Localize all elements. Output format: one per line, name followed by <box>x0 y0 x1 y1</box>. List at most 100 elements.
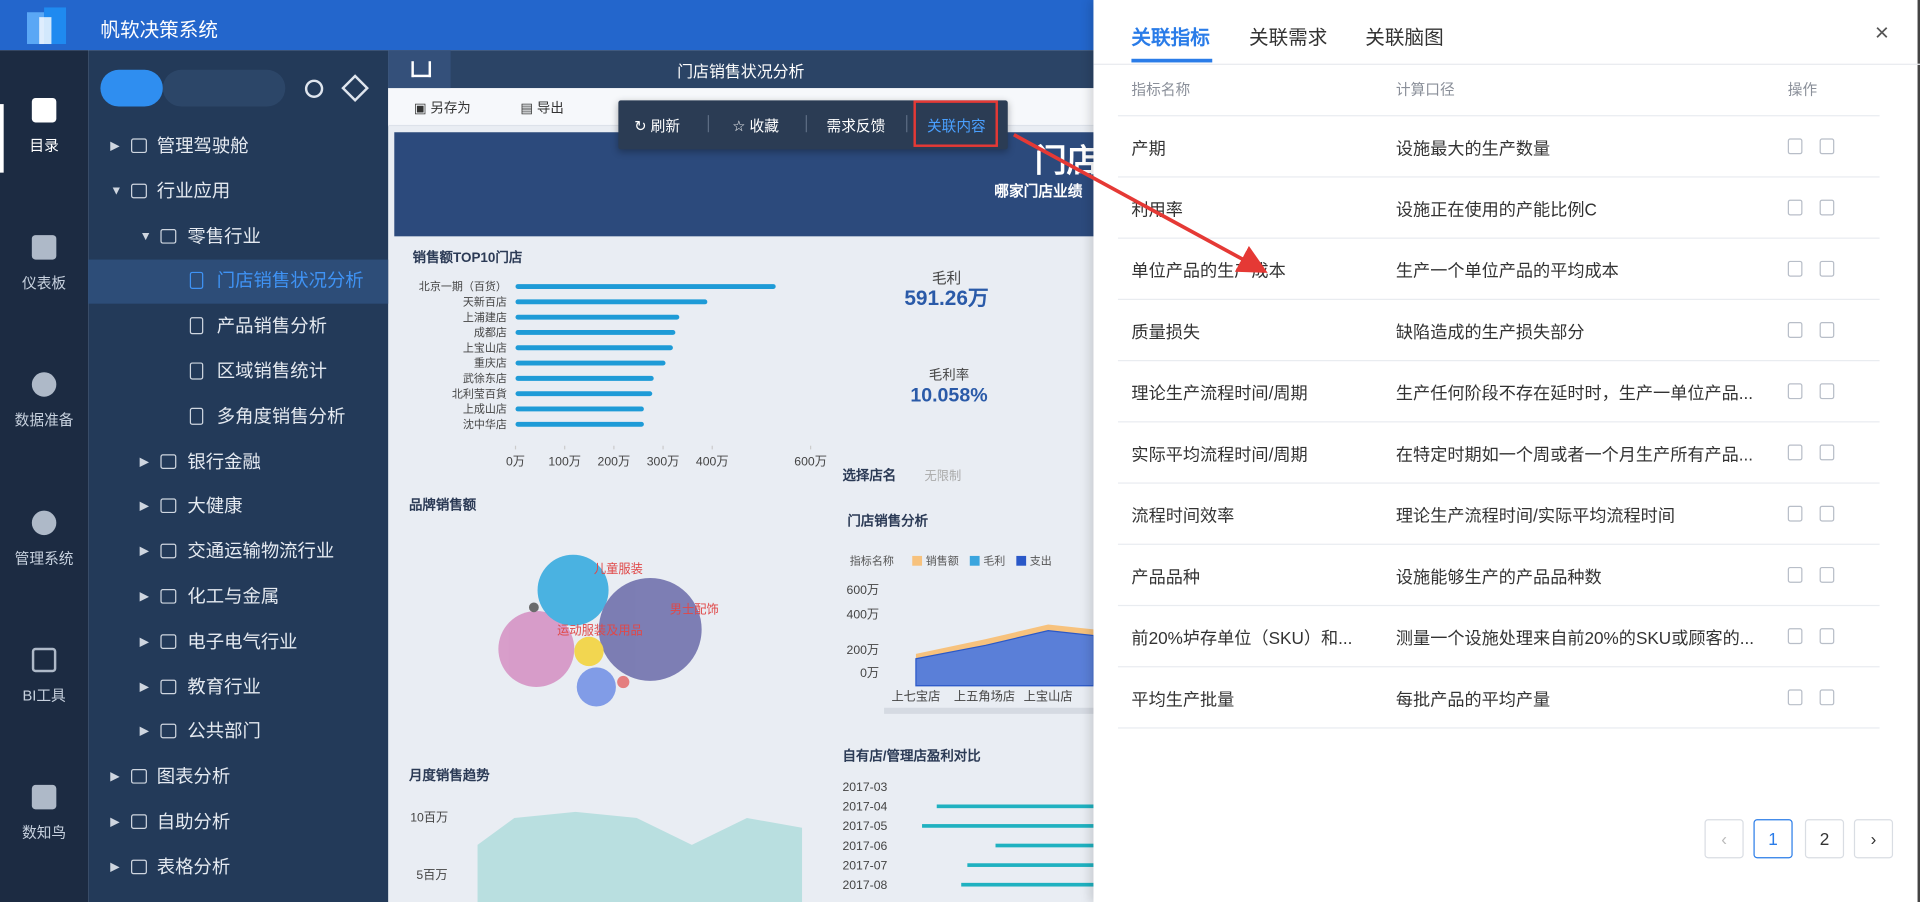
edit-icon[interactable] <box>1787 628 1803 645</box>
row-divider <box>1117 727 1880 729</box>
x-tick-label: 上七宝店 <box>891 689 940 703</box>
tree-item[interactable]: ▶ 化工与金属 <box>88 576 388 620</box>
view-toggle[interactable] <box>100 69 163 107</box>
delete-icon[interactable] <box>1819 322 1835 338</box>
tree-label: 化工与金属 <box>187 586 280 608</box>
tree-item[interactable]: ▶ 自助分析 <box>88 801 388 845</box>
filter-label: 选择店名 <box>842 467 896 483</box>
cell-formula: 每批产品的平均产量 <box>1395 689 1551 709</box>
nav-item[interactable]: 仪表板 <box>0 235 88 293</box>
row-divider <box>1117 666 1880 668</box>
kpi-value: 591.26万 <box>904 287 988 310</box>
delete-icon[interactable] <box>1819 383 1835 400</box>
tree-item[interactable]: ▶ 银行金融 <box>88 440 388 484</box>
edit-icon[interactable] <box>1787 444 1803 461</box>
page-button[interactable]: 1 <box>1753 819 1793 859</box>
tree-item[interactable]: ▶ 电子电气行业 <box>88 621 388 665</box>
edit-icon[interactable] <box>1787 566 1803 583</box>
edit-icon[interactable] <box>1787 199 1803 216</box>
folder-icon <box>160 588 177 604</box>
scrollbar[interactable] <box>884 707 1094 714</box>
highlight-box <box>913 100 998 147</box>
row-divider <box>1117 543 1880 545</box>
tree-item[interactable]: ▼ 零售行业 <box>88 215 388 259</box>
cell-formula: 缺陷造成的生产损失部分 <box>1395 322 1585 342</box>
report-icon <box>189 407 204 425</box>
tree-label: 多角度销售分析 <box>216 406 346 428</box>
prev-page[interactable]: ‹ <box>1704 819 1744 859</box>
tree-item[interactable]: 门店销售状况分析 <box>88 260 389 305</box>
delete-icon[interactable] <box>1819 138 1835 155</box>
popup-label: 刷新 <box>650 117 681 135</box>
filter-value[interactable]: 无限制 <box>924 469 961 483</box>
edit-icon[interactable] <box>1787 383 1803 400</box>
y-tick-label: 5百万 <box>416 868 447 882</box>
delete-icon[interactable] <box>1819 505 1835 522</box>
legend-label: 销售额 <box>926 553 959 567</box>
edit-icon[interactable] <box>1787 322 1803 338</box>
nav-item[interactable]: BI工具 <box>0 647 88 706</box>
legend-swatch <box>912 555 923 566</box>
close-button[interactable]: × <box>1874 19 1890 47</box>
next-page[interactable]: › <box>1853 819 1894 859</box>
report-tab[interactable]: 门店销售状况分析 <box>677 62 805 81</box>
collapse-arrow: ▼ <box>110 184 123 199</box>
nav-icon <box>31 372 57 397</box>
tree-item[interactable]: ▶ 公共部门 <box>88 711 388 755</box>
popup-label: 收藏 <box>749 117 779 135</box>
popup-button[interactable]: ☆ 收藏 <box>732 117 779 135</box>
edit-icon[interactable] <box>1787 138 1803 155</box>
nav-item[interactable]: 数知鸟 <box>0 784 88 843</box>
top-bar <box>0 0 1094 51</box>
panel-tab[interactable]: 关联需求 <box>1248 28 1328 49</box>
view-toggle-group[interactable] <box>162 69 286 107</box>
popup-button[interactable]: ↻ 刷新 <box>634 117 681 135</box>
edit-icon[interactable] <box>1787 260 1803 277</box>
toolbar-label: 导出 <box>536 101 564 117</box>
x-tick-label: 上宝山店 <box>1024 689 1073 703</box>
nav-item[interactable]: 数据准备 <box>0 372 88 430</box>
nav-item[interactable]: 目录 <box>0 97 88 156</box>
tree-item[interactable]: ▶ 图表分析 <box>88 756 388 800</box>
tree-item[interactable]: ▶ 管理驾驶舱 <box>88 125 388 169</box>
delete-icon[interactable] <box>1819 444 1835 461</box>
search-icon[interactable] <box>304 79 324 98</box>
y-tick-label: 2017-08 <box>842 878 887 892</box>
delete-icon[interactable] <box>1819 628 1835 645</box>
page-button[interactable]: 2 <box>1804 819 1845 859</box>
delete-icon[interactable] <box>1819 689 1835 706</box>
popup-button[interactable]: 需求反馈 <box>827 115 886 136</box>
panel-tab[interactable]: 关联指标 <box>1131 28 1210 49</box>
edit-icon[interactable] <box>1787 689 1803 706</box>
home-tab[interactable] <box>388 50 451 89</box>
kpi-value: 10.058% <box>910 385 987 407</box>
toolbar-button[interactable]: ▣ 另存为 <box>413 101 471 117</box>
tree-item[interactable]: ▶ 交通运输物流行业 <box>88 530 388 574</box>
tree-item[interactable]: ▶ 教育行业 <box>88 666 388 710</box>
tree-item[interactable]: 产品销售分析 <box>88 305 388 349</box>
cell-formula: 在特定时期如一个周或者一个月生产所有产品... <box>1395 444 1754 465</box>
y-tick-label: 天新百店 <box>463 295 507 309</box>
expand-arrow: ▶ <box>110 770 120 784</box>
tree-item[interactable]: ▼ 行业应用 <box>88 170 388 214</box>
cell-formula: 设施最大的生产数量 <box>1395 138 1551 158</box>
tree-item[interactable]: ▶ 大健康 <box>88 485 388 529</box>
chart-title: 自有店/管理店盈利对比 <box>842 747 980 763</box>
delete-icon[interactable] <box>1819 260 1835 277</box>
folder-icon <box>160 724 177 739</box>
nav-item[interactable]: 管理系统 <box>0 510 88 569</box>
toolbar-button[interactable]: ▤ 导出 <box>520 101 564 117</box>
popup-button[interactable]: 关联内容 <box>927 115 986 136</box>
tree-item[interactable]: 多角度销售分析 <box>88 395 388 439</box>
y-tick-label: 2017-07 <box>842 858 887 872</box>
tree-item[interactable]: ▶ 表格分析 <box>88 846 388 890</box>
tree-item[interactable]: 区域销售统计 <box>88 350 388 394</box>
tree-label: 行业应用 <box>156 180 231 202</box>
edit-icon[interactable] <box>1787 505 1803 522</box>
panel-tab[interactable]: 关联脑图 <box>1365 28 1444 49</box>
delete-icon[interactable] <box>1819 566 1835 583</box>
folder-icon <box>160 228 177 244</box>
delete-icon[interactable] <box>1819 199 1835 216</box>
tree-label: 图表分析 <box>156 766 231 788</box>
